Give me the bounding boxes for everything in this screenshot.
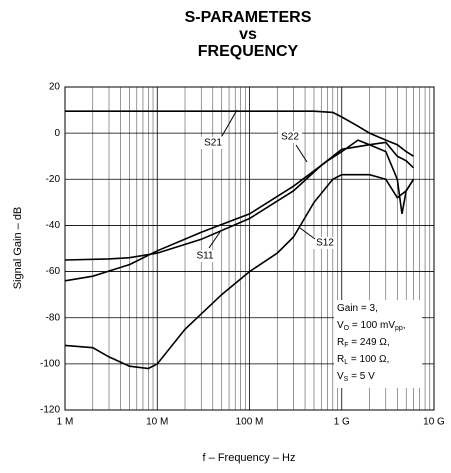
annotation-bg	[334, 300, 422, 388]
annotation-text: F	[344, 342, 348, 349]
annotation-text: pp	[395, 325, 403, 332]
annotation-text: V	[337, 320, 344, 331]
y-tick-label: 20	[49, 82, 61, 93]
series-label-bg	[193, 250, 217, 262]
annotation-line: VO = 100 mVpp,	[337, 320, 406, 332]
y-tick-label: -100	[40, 358, 60, 369]
annotation-text: = 100 Ω,	[348, 354, 389, 365]
annotation-text: Gain = 3,	[337, 303, 378, 314]
label-arrow	[295, 144, 308, 163]
chart-title: S-PARAMETERS	[185, 9, 312, 26]
x-tick-label: 1 M	[57, 417, 74, 428]
annotation-line: Gain = 3,	[337, 303, 378, 314]
annotation-text: S	[344, 376, 349, 383]
label-arrow	[299, 227, 316, 240]
series-label: S12	[316, 238, 334, 249]
x-tick-label: 1 G	[334, 417, 350, 428]
annotation-text: R	[337, 337, 344, 348]
series-label: S22	[281, 132, 299, 143]
series-label-bg	[201, 137, 225, 149]
y-axis-label: Signal Gain – dB	[12, 207, 24, 290]
series-line	[64, 141, 415, 261]
y-tick-label: -120	[40, 405, 60, 416]
y-tick-label: -20	[46, 174, 61, 185]
series-label-bg	[313, 237, 337, 249]
annotation-text: V	[337, 371, 344, 382]
y-tick-label: 0	[54, 128, 60, 139]
annotation-line: VS = 5 V	[337, 371, 375, 383]
annotation-text: = 100 mV	[349, 320, 395, 331]
series-line	[64, 173, 415, 370]
annotation-text: O	[344, 325, 350, 332]
y-tick-label: -80	[46, 312, 61, 323]
x-tick-label: 10 M	[146, 417, 168, 428]
chart-title: vs	[239, 26, 257, 43]
annotation-text: ,	[403, 320, 406, 331]
annotation-text: = 5 V	[348, 371, 375, 382]
series-label-bg	[278, 131, 302, 143]
series-label: S11	[196, 251, 213, 262]
annotation-line: RF = 249 Ω,	[337, 337, 390, 349]
x-tick-label: 10 G	[423, 417, 445, 428]
series-label: S21	[204, 138, 222, 149]
x-axis-label: f – Frequency – Hz	[203, 452, 296, 464]
annotation-text: = 249 Ω,	[349, 337, 390, 348]
series-line	[65, 110, 414, 157]
annotation-text: L	[344, 359, 348, 366]
x-tick-label: 100 M	[236, 417, 264, 428]
annotation-text: R	[337, 354, 344, 365]
label-arrow	[221, 109, 238, 137]
annotation-line: RL = 100 Ω,	[337, 354, 389, 366]
label-arrow	[208, 231, 221, 249]
y-tick-label: -40	[46, 220, 61, 231]
y-tick-label: -60	[46, 266, 61, 277]
chart-title: FREQUENCY	[198, 43, 299, 60]
